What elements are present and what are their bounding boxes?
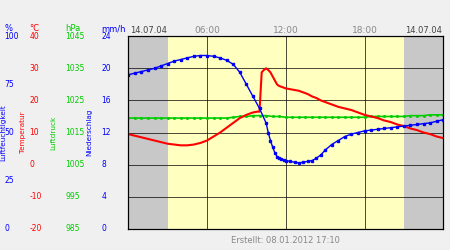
Text: 10: 10 xyxy=(29,128,39,137)
Text: 24: 24 xyxy=(101,32,111,41)
Text: 20: 20 xyxy=(101,64,111,73)
Text: Luftfeuchtigkeit: Luftfeuchtigkeit xyxy=(0,104,6,161)
Text: 1005: 1005 xyxy=(65,160,85,169)
Text: °C: °C xyxy=(29,24,39,33)
Text: Temperatur: Temperatur xyxy=(19,112,26,153)
Text: 1015: 1015 xyxy=(65,128,85,137)
Text: 16: 16 xyxy=(101,96,111,105)
Text: 40: 40 xyxy=(29,32,39,41)
Text: -10: -10 xyxy=(29,192,41,201)
Bar xyxy=(167,36,404,229)
Text: 985: 985 xyxy=(65,224,80,233)
Text: mm/h: mm/h xyxy=(101,24,126,33)
Text: 12: 12 xyxy=(101,128,111,137)
Text: 0: 0 xyxy=(4,224,9,233)
Text: 8: 8 xyxy=(101,160,106,169)
Text: Luftdruck: Luftdruck xyxy=(50,116,56,150)
Text: 14.07.04: 14.07.04 xyxy=(405,26,442,35)
Text: 75: 75 xyxy=(4,80,14,89)
Text: 4: 4 xyxy=(101,192,106,201)
Text: 0: 0 xyxy=(29,160,34,169)
Text: %: % xyxy=(4,24,13,33)
Text: 1025: 1025 xyxy=(65,96,85,105)
Text: 25: 25 xyxy=(4,176,14,185)
Text: -20: -20 xyxy=(29,224,41,233)
Text: 100: 100 xyxy=(4,32,19,41)
Text: 1045: 1045 xyxy=(65,32,85,41)
Text: 30: 30 xyxy=(29,64,39,73)
Text: hPa: hPa xyxy=(65,24,81,33)
Text: 20: 20 xyxy=(29,96,39,105)
Text: 14.07.04: 14.07.04 xyxy=(130,26,166,35)
Text: Niederschlag: Niederschlag xyxy=(86,109,92,156)
Text: 0: 0 xyxy=(101,224,106,233)
Text: 995: 995 xyxy=(65,192,80,201)
Text: 1035: 1035 xyxy=(65,64,85,73)
Text: Erstellt: 08.01.2012 17:10: Erstellt: 08.01.2012 17:10 xyxy=(231,236,340,245)
Text: 50: 50 xyxy=(4,128,14,137)
